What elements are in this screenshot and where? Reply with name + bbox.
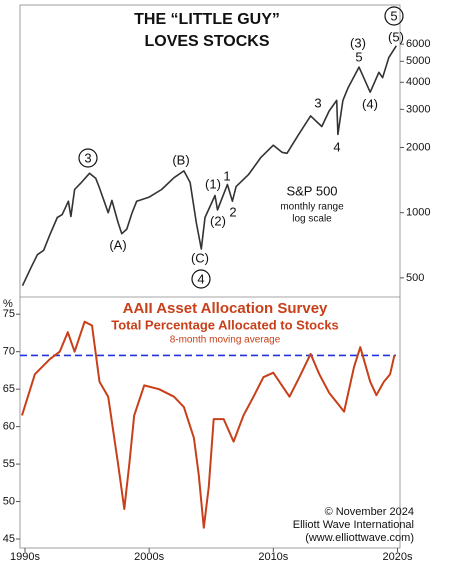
x-tick-label: 2020s bbox=[383, 551, 413, 563]
wave-label: (A) bbox=[109, 237, 126, 252]
credit: (www.elliottwave.com) bbox=[305, 532, 414, 544]
credit: Elliott Wave International bbox=[293, 519, 414, 531]
plot-frame bbox=[19, 4, 401, 549]
panel-note: 8-month moving average bbox=[170, 335, 281, 346]
x-tick-label: 2010s bbox=[258, 551, 288, 563]
wave-label: 1 bbox=[223, 168, 230, 183]
y-tick-label: 3000 bbox=[406, 103, 430, 115]
wave-label: (1) bbox=[205, 176, 221, 191]
panel-title: AAII Asset Allocation Survey bbox=[123, 300, 328, 317]
data-line bbox=[21, 45, 397, 287]
data-line bbox=[21, 320, 396, 529]
wave-label: 5 bbox=[390, 8, 397, 23]
series-label: monthly range bbox=[280, 202, 344, 213]
y-tick-label: 5000 bbox=[406, 55, 430, 67]
wave-label: 4 bbox=[333, 139, 340, 154]
wave-label: 4 bbox=[197, 271, 204, 286]
x-tick-label: 1990s bbox=[10, 551, 40, 563]
wave-label: 5 bbox=[355, 49, 362, 64]
x-tick-label: 2000s bbox=[134, 551, 164, 563]
credit: © November 2024 bbox=[325, 506, 414, 518]
wave-label: (5) bbox=[388, 29, 404, 44]
y-tick-label: 50 bbox=[3, 495, 15, 507]
y-tick-label: 6000 bbox=[406, 38, 430, 50]
y-tick-label: 60 bbox=[3, 421, 15, 433]
wave-label: 2 bbox=[229, 204, 236, 219]
y-tick-label: 2000 bbox=[406, 141, 430, 153]
wave-label: (2) bbox=[210, 213, 226, 228]
wave-label: (C) bbox=[191, 250, 209, 265]
y-axis-label: % bbox=[3, 298, 13, 310]
y-tick-label: 500 bbox=[406, 272, 424, 284]
y-tick-label: 45 bbox=[3, 533, 15, 545]
y-tick-label: 70 bbox=[3, 346, 15, 358]
wave-circle bbox=[191, 269, 211, 289]
chart-title: LOVES STOCKS bbox=[144, 33, 269, 50]
wave-circle bbox=[384, 6, 404, 26]
wave-label: 3 bbox=[84, 150, 91, 165]
y-tick-label: 4000 bbox=[406, 76, 430, 88]
y-tick-label: 1000 bbox=[406, 207, 430, 219]
wave-label: (4) bbox=[362, 96, 378, 111]
wave-label: 3 bbox=[314, 95, 321, 110]
wave-circle bbox=[78, 148, 98, 168]
y-tick-label: 55 bbox=[3, 458, 15, 470]
panel-subtitle: Total Percentage Allocated to Stocks bbox=[111, 317, 339, 332]
wave-label: (3) bbox=[350, 35, 366, 50]
series-label: S&P 500 bbox=[286, 183, 337, 198]
y-tick-label: 75 bbox=[3, 308, 15, 320]
series-label: log scale bbox=[292, 214, 332, 225]
y-tick-label: 65 bbox=[3, 383, 15, 395]
wave-label: (B) bbox=[172, 152, 189, 167]
chart-title: THE “LITTLE GUY” bbox=[134, 11, 280, 28]
